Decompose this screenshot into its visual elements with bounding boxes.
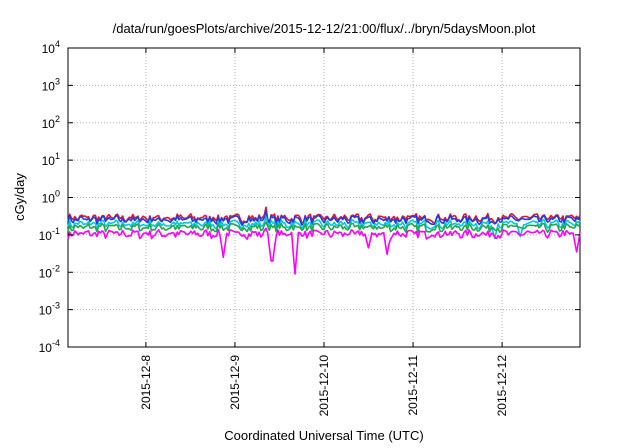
series-layer: [67, 206, 581, 275]
y-tick-label: 100: [42, 189, 60, 206]
x-tick-label: 2015-12-11: [406, 355, 420, 416]
series-line: [67, 221, 581, 234]
y-tick-label: 10-1: [39, 226, 60, 243]
y-tick-label: 103: [42, 76, 60, 93]
y-tick-label: 10-2: [39, 263, 60, 280]
chart-title: /data/run/goesPlots/archive/2015-12-12/2…: [113, 21, 536, 36]
y-ticks: 10-4 10-3 10-2 10-1 100 101 102 103 104: [39, 39, 580, 355]
y-axis-label: cGy/day: [12, 173, 27, 221]
x-tick-label: 2015-12-10: [317, 355, 331, 417]
series-line: [67, 227, 581, 275]
x-tick-label: 2015-12-9: [228, 355, 242, 410]
y-tick-label: 10-3: [39, 301, 60, 318]
y-tick-label: 10-4: [39, 338, 60, 355]
x-tick-label: 2015-12-12: [495, 355, 509, 417]
y-tick-label: 101: [42, 151, 60, 168]
series-line: [67, 209, 581, 226]
y-tick-label: 104: [42, 39, 60, 56]
x-tick-label: 2015-12-8: [139, 355, 153, 410]
grid: [68, 48, 580, 347]
x-ticks: 2015-12-8 2015-12-9 2015-12-10 2015-12-11 20…: [139, 48, 509, 416]
x-axis-label: Coordinated Universal Time (UTC): [224, 428, 423, 443]
y-tick-label: 102: [42, 114, 60, 131]
